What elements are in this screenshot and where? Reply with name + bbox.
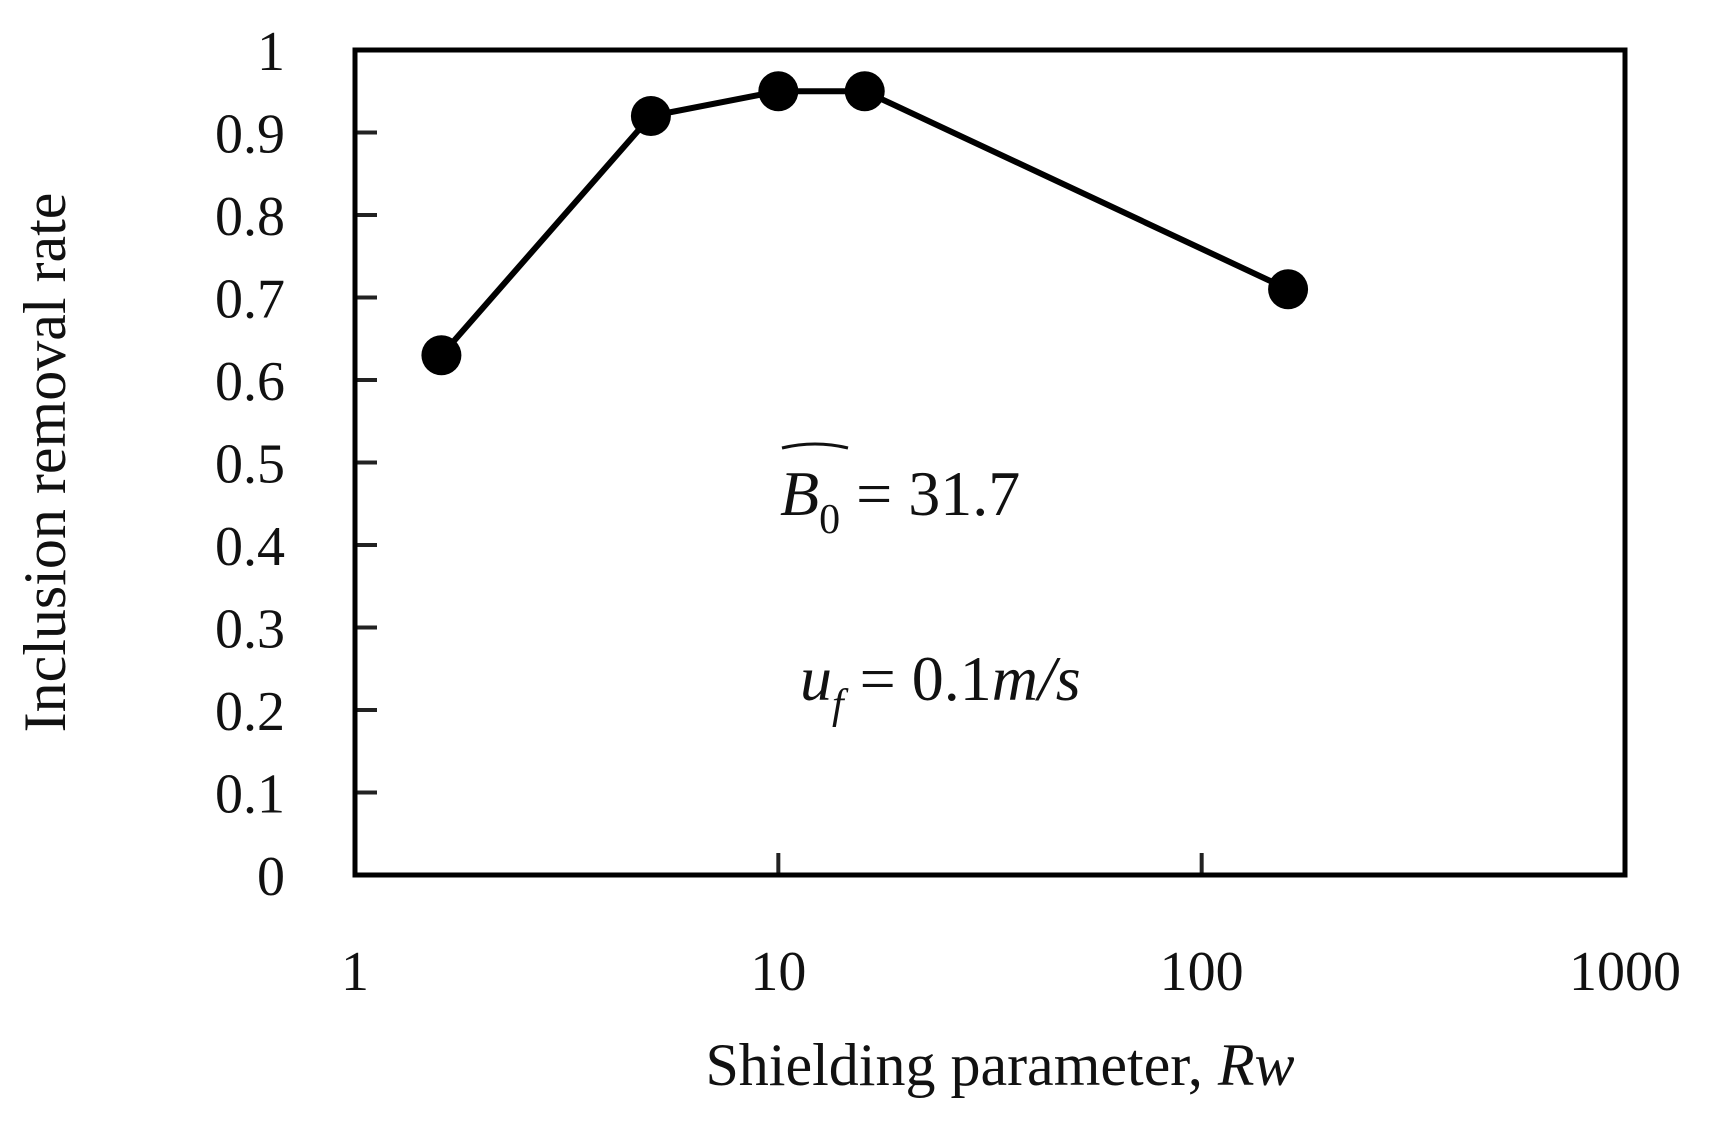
- x-axis-label-text: Shielding parameter,: [705, 1032, 1217, 1098]
- y-tick-label: 0.4: [215, 516, 285, 578]
- plot-frame: [352, 47, 1628, 878]
- series-line: [439, 88, 1290, 358]
- data-point: [758, 71, 799, 112]
- annotation-b0-overbar: [781, 442, 849, 450]
- y-tick-label: 0: [257, 846, 285, 908]
- x-tick-label: 10: [750, 941, 806, 1003]
- y-tick-label: 1: [257, 21, 285, 83]
- x-axis-ticks: 1 10 100 1000: [341, 853, 1681, 1003]
- x-axis-label-symbol: Rw: [1217, 1032, 1295, 1098]
- annotation-uf-value: = 0.1: [844, 643, 992, 714]
- y-tick-label: 0.8: [215, 186, 285, 248]
- y-axis-label: Inclusion removal rate: [12, 193, 78, 733]
- data-point: [844, 71, 885, 112]
- y-tick-label: 0.6: [215, 351, 285, 413]
- annotation-b0: B0 = 31.7: [780, 442, 1020, 543]
- x-tick-label: 1000: [1569, 941, 1681, 1003]
- annotation-uf-unit: m/s: [992, 643, 1081, 714]
- x-axis-label: Shielding parameter, Rw: [705, 1032, 1294, 1098]
- annotation-uf: uf = 0.1m/s: [800, 643, 1081, 728]
- annotation-uf-symbol: u: [800, 643, 832, 714]
- data-point: [1268, 269, 1309, 310]
- x-tick-label: 100: [1160, 941, 1244, 1003]
- data-point: [630, 96, 671, 136]
- annotation-b0-value: = 31.7: [840, 458, 1020, 529]
- data-point: [421, 335, 462, 376]
- series-layer: [421, 71, 1309, 376]
- svg-text:B0 = 31.7: B0 = 31.7: [780, 458, 1020, 543]
- y-tick-label: 0.1: [215, 764, 285, 826]
- y-axis-ticks: 0 0.1 0.2 0.3 0.4 0.5 0.6 0.7 0.8 0.9 1: [215, 21, 377, 908]
- annotation-b0-symbol: B: [780, 458, 819, 529]
- y-tick-label: 0.9: [215, 104, 285, 166]
- y-tick-label: 0.7: [215, 269, 285, 331]
- y-tick-label: 0.2: [215, 681, 285, 743]
- svg-text:uf = 0.1m/s: uf = 0.1m/s: [800, 643, 1081, 728]
- x-tick-label: 1: [341, 941, 369, 1003]
- y-tick-label: 0.3: [215, 599, 285, 661]
- annotation-b0-subscript: 0: [819, 497, 840, 543]
- y-tick-label: 0.5: [215, 434, 285, 496]
